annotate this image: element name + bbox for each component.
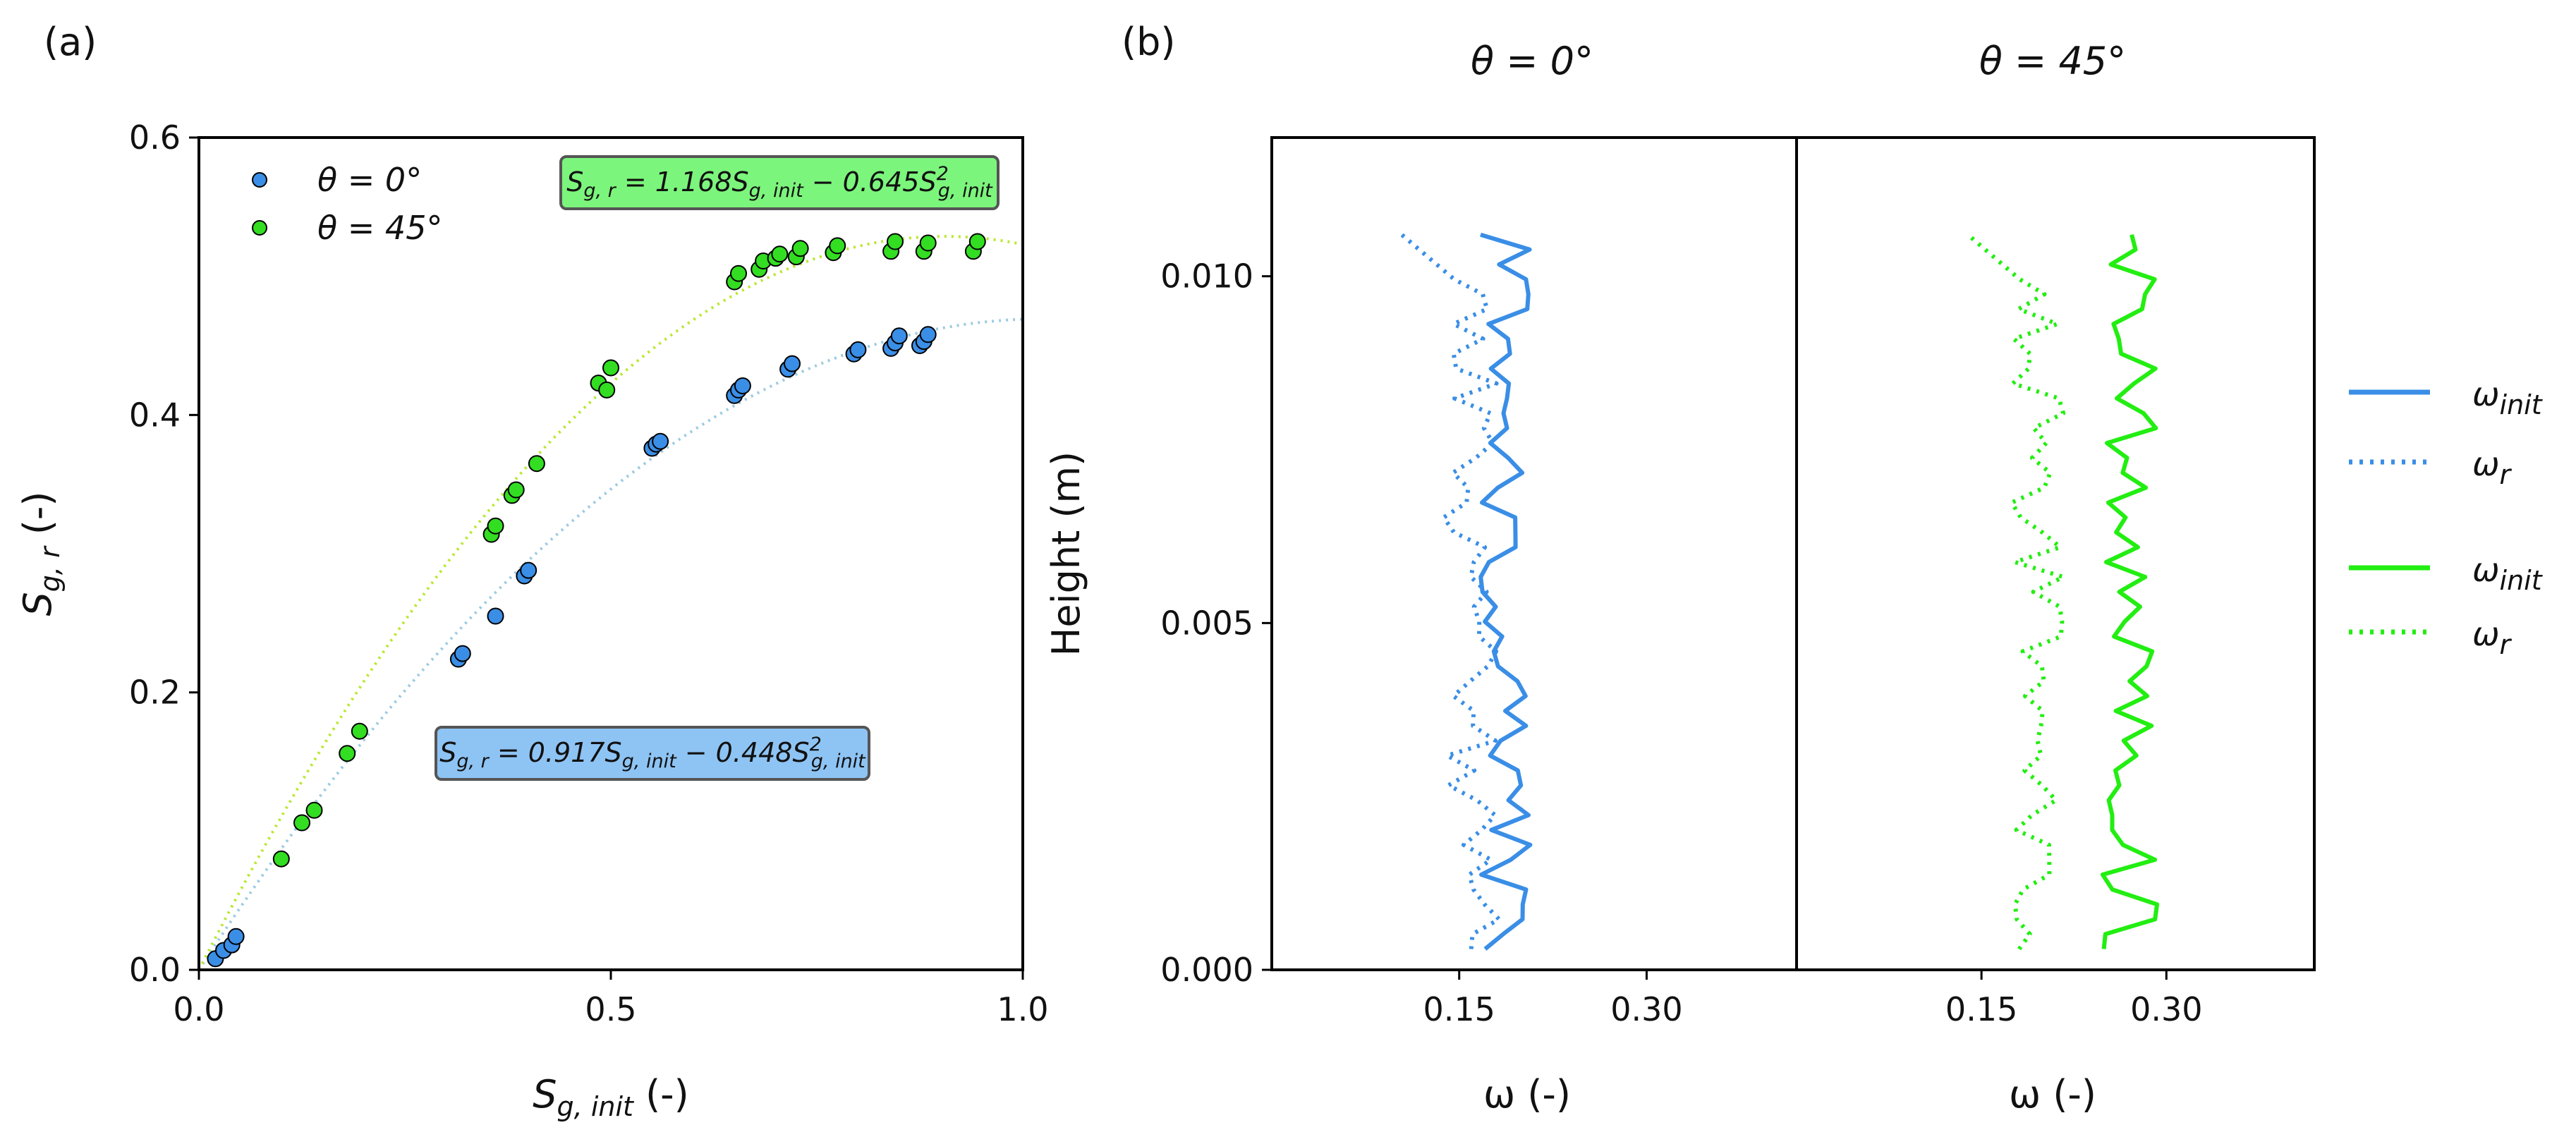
- x-tick-label-b: 0.15: [1945, 990, 2017, 1028]
- scatter-point: [520, 561, 537, 579]
- x-axis-label-b0: ω (-): [1483, 1072, 1571, 1117]
- y-tick-label: 0.2: [129, 674, 181, 712]
- scatter-point: [454, 645, 471, 662]
- scatter-point: [351, 722, 368, 740]
- x-tick-label: 0.5: [585, 990, 636, 1028]
- scatter-point: [598, 381, 616, 399]
- legend-b-label-1: ωr: [2472, 445, 2513, 490]
- y-tick-label-b: 0.000: [1160, 951, 1253, 989]
- x-tick-label-b: 0.15: [1423, 990, 1495, 1028]
- scatter-point: [829, 237, 846, 255]
- legend-b: ωinit ωr ωinit ωr: [2349, 375, 2544, 660]
- scatter-point: [849, 341, 867, 358]
- x-axis-label-a: Sg, init (-): [533, 1072, 688, 1122]
- profile-line-1-init: [2100, 233, 2159, 949]
- plot-frame-a: [198, 136, 1024, 971]
- scatter-point: [791, 240, 809, 257]
- plot-frame-b1: [1795, 136, 2316, 971]
- legend-label-1: θ = 45°: [317, 209, 442, 247]
- scatter-points: [207, 233, 986, 968]
- y-tick-label: 0.6: [129, 118, 181, 157]
- equation-box-0-bg: [435, 726, 870, 781]
- scatter-point: [272, 850, 290, 868]
- y-tick-label: 0.0: [129, 951, 181, 989]
- scatter-point: [968, 233, 986, 250]
- scatter-point: [305, 801, 323, 819]
- scatter-point: [890, 327, 908, 345]
- x-tick-label-b: 0.30: [2130, 990, 2202, 1028]
- plot-frame-b0: [1270, 136, 1798, 971]
- x-tick-label: 0.0: [173, 990, 224, 1028]
- axis-ticks-a: 0.0 0.5 1.0 0.0 0.2 0.4 0.6: [129, 118, 1049, 1028]
- scatter-point: [784, 355, 801, 372]
- legend-b-label-3: ωr: [2472, 615, 2513, 660]
- profile-chart: θ = 0° θ = 45° 0.15 0.30 0.15 0.30 0.000 0.00…: [1044, 39, 2544, 1117]
- x-tick-label: 1.0: [997, 990, 1048, 1028]
- scatter-point: [339, 745, 356, 762]
- scatter-point: [771, 245, 789, 263]
- scatter-point: [652, 432, 669, 450]
- axis-ticks-b: 0.15 0.30 0.15 0.30 0.000 0.005 0.010: [1160, 257, 2202, 1028]
- equation-0: Sg, r = 0.917Sg, init − 0.448S2 g, init: [439, 734, 866, 772]
- scatter-point: [602, 359, 619, 377]
- scatter-chart: 0.0 0.5 1.0 0.0 0.2 0.4 0.6 Sg, init (-) Sg, r…: [16, 118, 1049, 1122]
- equation-45: Sg, r = 1.168Sg, init − 0.645S2 g, init: [566, 163, 993, 202]
- equation-box-45-bg: [559, 155, 1000, 210]
- profile-lines: [1400, 232, 2159, 951]
- scatter-point: [507, 481, 525, 499]
- y-tick-label-b: 0.010: [1160, 257, 1253, 296]
- subplot-title-0: θ = 0°: [1471, 39, 1593, 83]
- scatter-point: [919, 234, 937, 252]
- legend-marker-1: [252, 220, 267, 236]
- scatter-point: [487, 517, 504, 535]
- fit-curve-0: [198, 317, 1023, 971]
- scatter-point: [919, 326, 937, 343]
- panel-a-label: (a): [44, 20, 97, 64]
- legend-b-label-0: ωinit: [2472, 375, 2544, 420]
- x-tick-label-b: 0.30: [1610, 990, 1682, 1028]
- equation-box-45: Sg, r = 1.168Sg, init − 0.645S2 g, init: [559, 155, 1000, 210]
- scatter-point: [487, 607, 504, 625]
- scatter-point: [528, 455, 545, 473]
- y-axis-label-a: Sg, r (-): [16, 492, 66, 616]
- y-tick-label: 0.4: [129, 396, 181, 434]
- scatter-point: [730, 265, 747, 282]
- x-axis-label-b1: ω (-): [2009, 1072, 2096, 1117]
- y-tick-label-b: 0.005: [1160, 604, 1253, 642]
- panel-b-label: (b): [1122, 20, 1175, 64]
- legend-a: θ = 0° θ = 45°: [252, 161, 442, 247]
- profile-line-0-init: [1478, 232, 1533, 951]
- scatter-point: [734, 377, 751, 394]
- equation-box-0: Sg, r = 0.917Sg, init − 0.448S2 g, init: [435, 726, 870, 781]
- profile-line-0-r: [1400, 233, 1502, 949]
- subplot-title-1: θ = 45°: [1979, 39, 2126, 83]
- scatter-point: [293, 814, 310, 832]
- y-axis-label-b: Height (m): [1044, 451, 1088, 656]
- legend-marker-0: [252, 172, 267, 188]
- legend-b-label-2: ωinit: [2472, 551, 2544, 596]
- profile-line-1-r: [1966, 233, 2066, 951]
- scatter-point: [887, 233, 904, 250]
- scatter-point: [227, 928, 245, 945]
- legend-label-0: θ = 0°: [317, 161, 422, 199]
